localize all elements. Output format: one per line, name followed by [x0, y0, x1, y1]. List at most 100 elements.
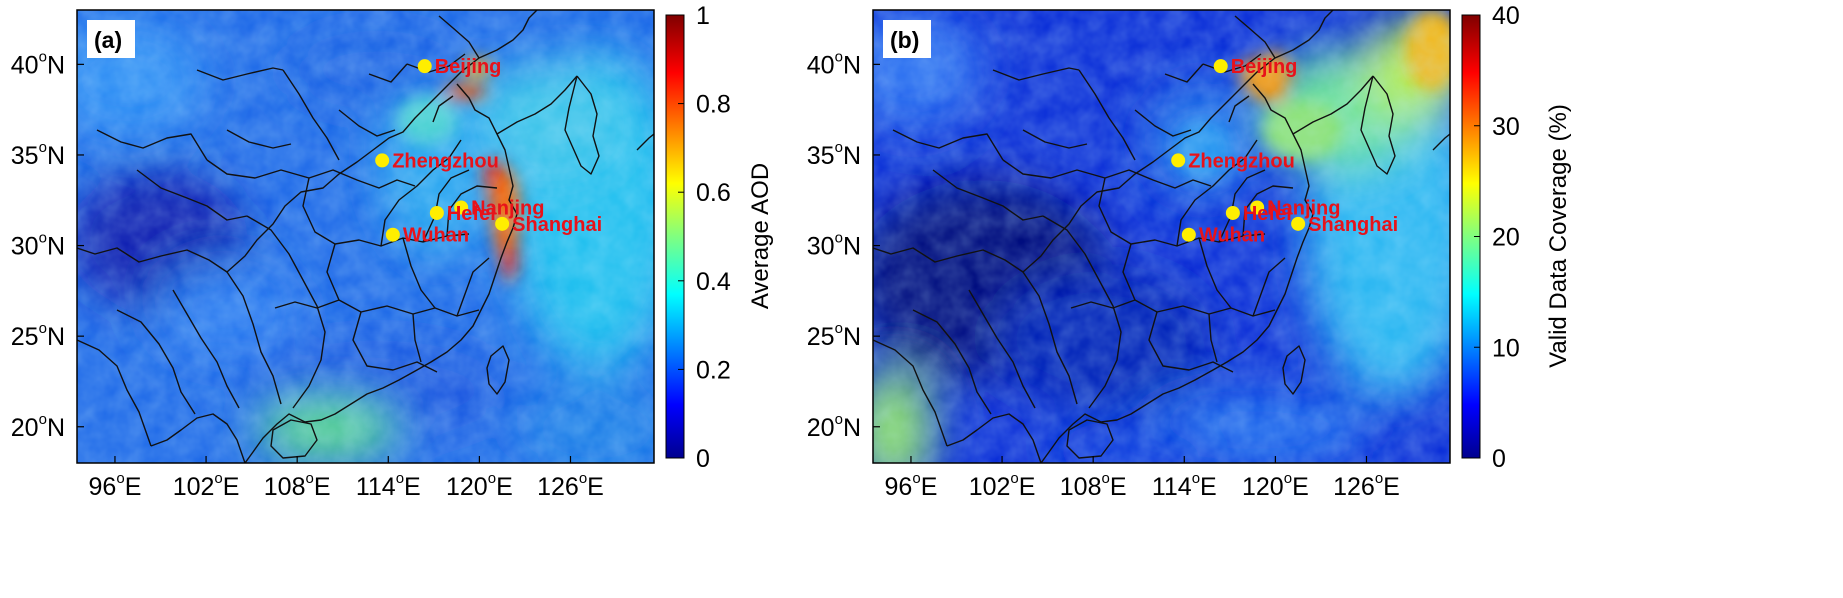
- x-tick-suffix: E: [223, 473, 240, 501]
- x-axis-a: 96oE 102oE 108oE 114oE 120oE 126oE: [89, 456, 604, 501]
- city-label: Shanghai: [512, 214, 602, 236]
- x-tick-label: 108oE: [1060, 470, 1127, 501]
- y-tick-degree: o: [39, 230, 47, 247]
- y-tick-suffix: N: [47, 233, 65, 261]
- x-tick-degree: o: [116, 470, 124, 487]
- y-tick-suffix: N: [47, 414, 65, 442]
- colorbar-tick-label: 1: [696, 2, 710, 30]
- city-label: Shanghai: [1308, 214, 1398, 236]
- y-tick-value: 35: [11, 142, 39, 170]
- y-tick-label: 25oN: [11, 320, 65, 351]
- x-tick-label: 114oE: [1152, 470, 1217, 501]
- colorbar-tick-label: 40: [1492, 2, 1520, 30]
- y-tick-label: 30oN: [11, 230, 65, 261]
- x-tick-value: 126: [537, 473, 579, 501]
- x-tick-degree: o: [1375, 470, 1383, 487]
- x-tick-degree: o: [214, 470, 222, 487]
- y-tick-suffix: N: [843, 51, 861, 79]
- city-label: Beijing: [1231, 56, 1298, 78]
- y-tick-suffix: N: [47, 51, 65, 79]
- city-label: Wuhan: [1199, 225, 1265, 247]
- y-tick-value: 20: [807, 414, 835, 442]
- city-marker: [1171, 153, 1186, 168]
- x-tick-degree: o: [488, 470, 496, 487]
- x-tick-label: 108oE: [264, 470, 331, 501]
- colorbar-tick-label: 0.8: [696, 91, 731, 119]
- x-tick-label: 102oE: [173, 470, 240, 501]
- colorbar-tick-label: 0: [1492, 445, 1506, 473]
- x-tick-suffix: E: [921, 473, 938, 501]
- city-marker: [1225, 205, 1240, 220]
- colorbar-tick-label: 0.6: [696, 179, 731, 207]
- y-tick-degree: o: [39, 411, 47, 428]
- city-marker: [1213, 59, 1228, 74]
- y-tick-suffix: N: [47, 323, 65, 351]
- x-tick-value: 108: [1060, 473, 1102, 501]
- x-tick-value: 120: [1242, 473, 1284, 501]
- city-marker: [429, 205, 444, 220]
- x-tick-suffix: E: [1110, 473, 1127, 501]
- x-tick-label: 126oE: [537, 470, 604, 501]
- city-marker: [1181, 227, 1196, 242]
- colorbar-gradient: [665, 14, 685, 459]
- x-tick-suffix: E: [125, 473, 142, 501]
- x-tick-suffix: E: [1019, 473, 1036, 501]
- x-tick-suffix: E: [404, 473, 421, 501]
- colorbar-a: 0 0.2 0.4 0.6 0.8 1 Average AOD: [665, 2, 774, 473]
- y-tick-label: 35oN: [11, 139, 65, 170]
- x-tick-label: 96oE: [885, 470, 938, 501]
- colorbar-ticks: 0 0.2 0.4 0.6 0.8 1: [678, 2, 731, 473]
- city-label: Zhengzhou: [1188, 150, 1295, 172]
- colorbar-tick-label: 0.2: [696, 356, 731, 384]
- city-label: Nanjing: [1267, 198, 1340, 220]
- colorbar-title: Average AOD: [747, 163, 774, 309]
- x-tick-suffix: E: [587, 473, 604, 501]
- city-label: Hefei: [447, 203, 496, 225]
- x-tick-suffix: E: [314, 473, 331, 501]
- city-marker: [375, 153, 390, 168]
- panel-label: (b): [890, 27, 919, 53]
- x-tick-value: 114: [356, 473, 396, 501]
- city-label: Nanjing: [471, 198, 544, 220]
- y-tick-value: 30: [807, 233, 835, 261]
- x-tick-label: 120oE: [446, 470, 513, 501]
- city-marker: [1291, 216, 1306, 231]
- city-label: Zhengzhou: [392, 150, 499, 172]
- y-tick-degree: o: [835, 48, 843, 65]
- x-tick-value: 102: [173, 473, 215, 501]
- y-tick-value: 25: [11, 323, 39, 351]
- x-tick-label: 114oE: [356, 470, 421, 501]
- y-tick-suffix: N: [843, 323, 861, 351]
- city-marker: [1250, 200, 1265, 215]
- y-tick-value: 40: [807, 51, 835, 79]
- y-tick-value: 40: [11, 51, 39, 79]
- x-tick-degree: o: [579, 470, 587, 487]
- city-marker: [495, 216, 510, 231]
- colorbar-tick-label: 30: [1492, 113, 1520, 141]
- coverage-map: [873, 10, 1450, 463]
- x-tick-suffix: E: [1292, 473, 1309, 501]
- y-tick-degree: o: [835, 411, 843, 428]
- y-tick-suffix: N: [47, 142, 65, 170]
- panel-label-box: [883, 20, 931, 58]
- y-tick-value: 35: [807, 142, 835, 170]
- x-tick-degree: o: [306, 470, 314, 487]
- aod-map: [77, 10, 654, 463]
- y-tick-label: 20oN: [11, 411, 65, 442]
- y-tick-label: 30oN: [807, 230, 861, 261]
- colorbar-b: 0 10 20 30 40 Valid Data Coverage (%): [1461, 2, 1572, 473]
- x-tick-degree: o: [396, 470, 404, 487]
- y-tick-degree: o: [39, 48, 47, 65]
- colorbar-tick-label: 20: [1492, 224, 1520, 252]
- y-tick-label: 40oN: [807, 48, 861, 79]
- y-tick-value: 30: [11, 233, 39, 261]
- city-label: Hefei: [1243, 203, 1292, 225]
- city-label: Beijing: [435, 56, 502, 78]
- x-tick-value: 126: [1333, 473, 1375, 501]
- x-tick-degree: o: [1102, 470, 1110, 487]
- x-tick-suffix: E: [1383, 473, 1400, 501]
